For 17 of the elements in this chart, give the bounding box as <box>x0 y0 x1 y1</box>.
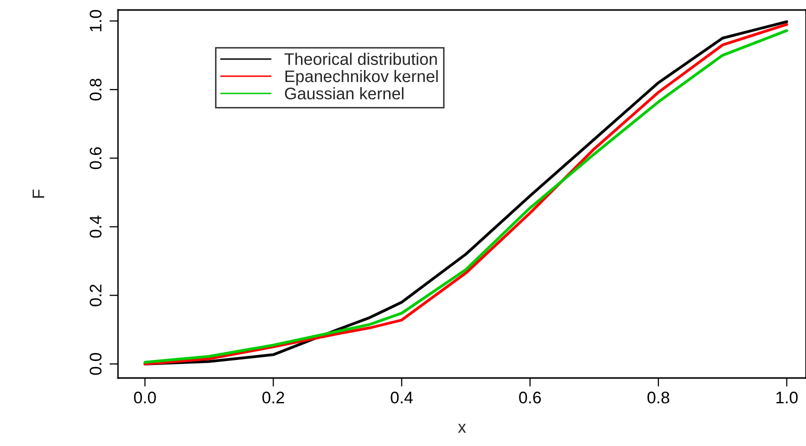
legend-label: Gaussian kernel <box>284 87 404 100</box>
legend-label: Epanechnikov kernel <box>285 70 438 86</box>
y-tick-label: 0.0 <box>90 353 102 375</box>
x-axis-title: x <box>458 424 466 433</box>
y-tick-label: 0.8 <box>90 78 102 100</box>
x-tick-label: 0.8 <box>647 392 670 404</box>
x-tick-label: 0.6 <box>519 392 541 404</box>
x-tick-label: 0.4 <box>390 392 413 404</box>
y-axis-title: F <box>32 190 44 198</box>
legend-label: Theorical distribution <box>284 52 437 66</box>
y-tick-label: 0.6 <box>90 147 102 170</box>
x-tick-label: 0.0 <box>134 392 156 404</box>
y-tick-label: 1.0 <box>90 10 102 32</box>
x-tick-label: 0.2 <box>262 392 284 404</box>
y-tick-label: 0.2 <box>90 284 102 306</box>
x-tick-label: 1.0 <box>776 392 798 404</box>
y-tick-label: 0.4 <box>90 216 102 238</box>
